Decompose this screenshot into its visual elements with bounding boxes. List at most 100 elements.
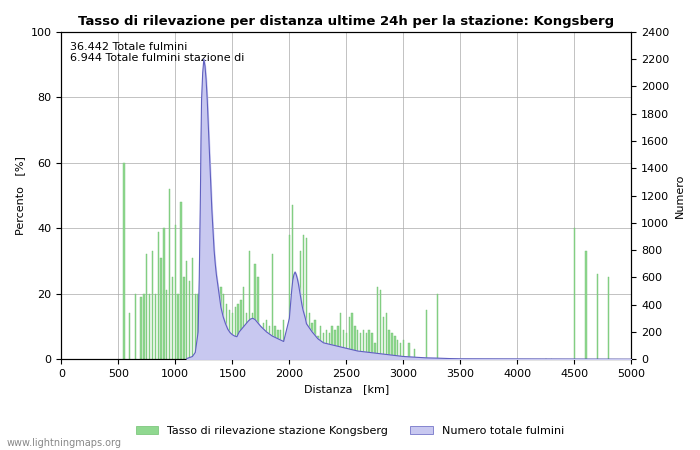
Bar xyxy=(169,189,170,359)
Bar xyxy=(266,320,267,359)
Bar xyxy=(377,287,379,359)
Bar xyxy=(585,251,587,359)
Bar xyxy=(223,294,225,359)
Bar xyxy=(371,333,372,359)
Bar xyxy=(389,330,390,359)
Bar xyxy=(414,349,416,359)
Bar xyxy=(328,333,330,359)
Bar xyxy=(400,343,401,359)
Bar xyxy=(272,255,273,359)
Bar xyxy=(368,330,370,359)
Bar xyxy=(243,287,244,359)
Bar xyxy=(337,327,339,359)
Bar xyxy=(251,313,253,359)
Bar xyxy=(346,333,347,359)
Bar xyxy=(323,333,324,359)
Bar xyxy=(314,320,316,359)
Bar xyxy=(391,333,393,359)
Bar xyxy=(306,238,307,359)
Bar xyxy=(149,294,150,359)
Bar xyxy=(365,333,367,359)
Bar xyxy=(397,340,398,359)
Bar xyxy=(437,294,438,359)
X-axis label: Distanza   [km]: Distanza [km] xyxy=(304,384,389,395)
Bar xyxy=(343,330,344,359)
Bar xyxy=(320,327,321,359)
Bar xyxy=(172,277,173,359)
Bar xyxy=(596,274,598,359)
Bar xyxy=(160,258,162,359)
Bar xyxy=(258,277,259,359)
Bar xyxy=(158,232,159,359)
Bar xyxy=(269,327,270,359)
Bar xyxy=(312,323,313,359)
Bar xyxy=(288,235,290,359)
Bar xyxy=(574,228,575,359)
Bar xyxy=(155,294,156,359)
Bar xyxy=(183,277,185,359)
Bar xyxy=(274,327,276,359)
Y-axis label: Percento   [%]: Percento [%] xyxy=(15,156,25,235)
Bar xyxy=(240,300,241,359)
Legend: Tasso di rilevazione stazione Kongsberg, Numero totale fulmini: Tasso di rilevazione stazione Kongsberg,… xyxy=(132,421,568,440)
Bar xyxy=(286,333,287,359)
Bar xyxy=(263,323,265,359)
Bar xyxy=(186,261,188,359)
Bar xyxy=(394,336,395,359)
Bar xyxy=(383,317,384,359)
Bar xyxy=(386,313,387,359)
Text: www.lightningmaps.org: www.lightningmaps.org xyxy=(7,438,122,448)
Bar xyxy=(354,327,356,359)
Bar xyxy=(360,333,361,359)
Y-axis label: Numero: Numero xyxy=(675,173,685,218)
Bar xyxy=(220,287,222,359)
Bar xyxy=(234,307,236,359)
Bar xyxy=(123,163,125,359)
Bar xyxy=(214,300,216,359)
Bar xyxy=(291,205,293,359)
Bar xyxy=(181,202,182,359)
Bar xyxy=(144,294,145,359)
Bar xyxy=(340,313,342,359)
Bar xyxy=(229,310,230,359)
Bar xyxy=(141,297,142,359)
Bar xyxy=(195,294,196,359)
Bar xyxy=(129,313,130,359)
Bar xyxy=(260,336,262,359)
Bar xyxy=(206,274,207,359)
Bar xyxy=(349,317,350,359)
Bar xyxy=(300,251,302,359)
Bar xyxy=(317,336,318,359)
Bar xyxy=(189,281,190,359)
Bar xyxy=(174,225,176,359)
Bar xyxy=(374,343,376,359)
Bar xyxy=(192,258,193,359)
Bar xyxy=(298,336,299,359)
Bar xyxy=(209,271,210,359)
Bar xyxy=(218,294,219,359)
Bar xyxy=(280,330,281,359)
Bar xyxy=(363,330,364,359)
Bar xyxy=(303,235,304,359)
Bar xyxy=(380,291,382,359)
Bar xyxy=(232,313,233,359)
Bar xyxy=(200,274,202,359)
Bar xyxy=(178,294,179,359)
Bar xyxy=(163,228,164,359)
Bar xyxy=(326,330,327,359)
Bar xyxy=(211,307,213,359)
Bar xyxy=(608,277,609,359)
Bar xyxy=(134,294,136,359)
Bar xyxy=(309,313,310,359)
Bar xyxy=(357,330,358,359)
Title: Tasso di rilevazione per distanza ultime 24h per la stazione: Kongsberg: Tasso di rilevazione per distanza ultime… xyxy=(78,15,615,28)
Bar xyxy=(197,294,199,359)
Bar xyxy=(203,268,204,359)
Bar xyxy=(335,330,336,359)
Bar xyxy=(402,340,404,359)
Bar xyxy=(351,313,353,359)
Text: 36.442 Totale fulmini
6.944 Totale fulmini stazione di: 36.442 Totale fulmini 6.944 Totale fulmi… xyxy=(70,42,244,63)
Bar xyxy=(246,313,247,359)
Bar xyxy=(426,310,427,359)
Bar xyxy=(146,255,148,359)
